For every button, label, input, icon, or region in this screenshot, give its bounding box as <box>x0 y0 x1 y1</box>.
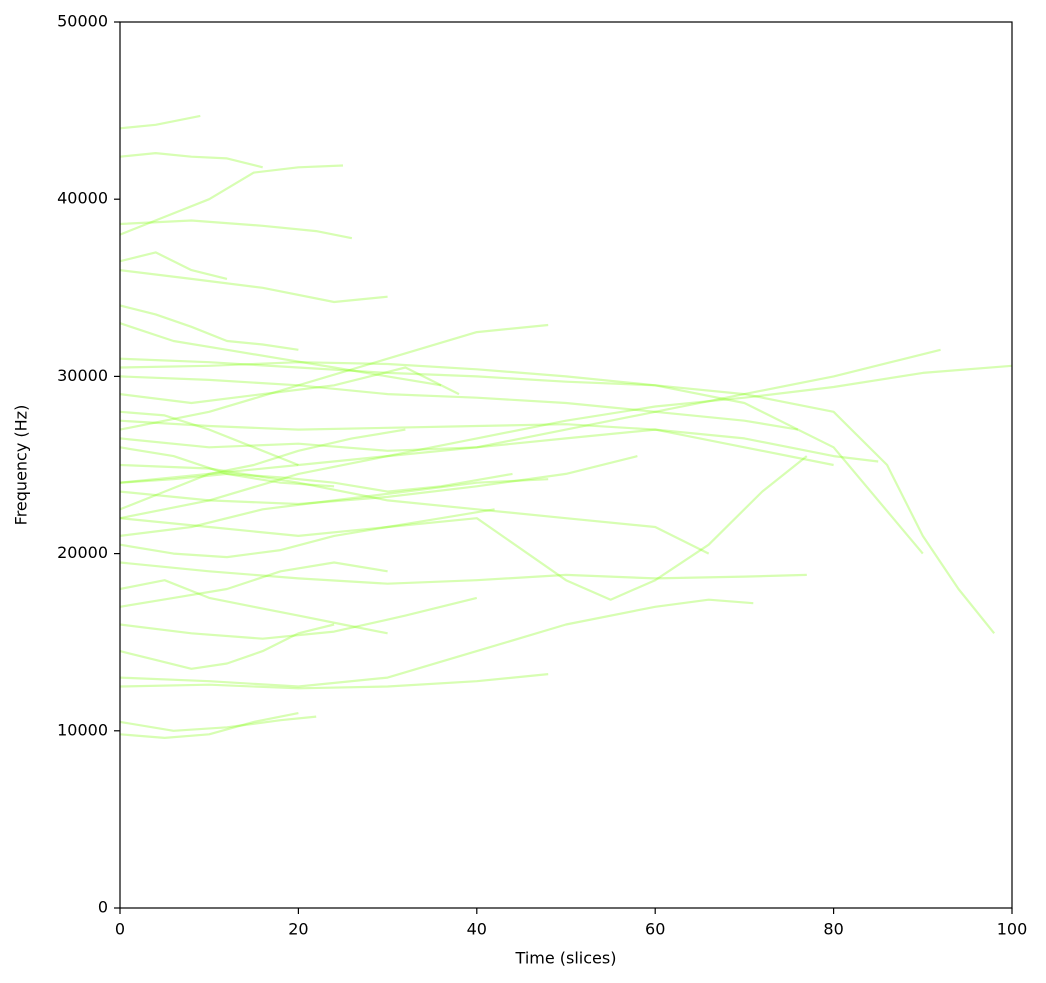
series-line <box>119 219 353 240</box>
series-line <box>119 152 263 169</box>
y-tick-label: 10000 <box>57 720 108 739</box>
series-line <box>119 114 201 130</box>
series-line <box>119 375 799 431</box>
series-line <box>119 596 478 640</box>
series-line <box>119 364 1013 520</box>
y-tick-label: 20000 <box>57 543 108 562</box>
series-line <box>119 561 807 585</box>
series-line <box>119 348 941 484</box>
series-line <box>119 361 924 555</box>
y-tick-label: 50000 <box>57 12 108 31</box>
series-line <box>119 455 638 506</box>
series-line <box>119 410 299 467</box>
series-line <box>119 598 754 688</box>
series-line <box>119 463 710 555</box>
series-line <box>119 366 460 405</box>
y-axis-label: Frequency (Hz) <box>12 405 31 526</box>
y-tick-label: 30000 <box>57 366 108 385</box>
series-line <box>119 251 228 280</box>
series-line <box>119 304 299 351</box>
series-line <box>119 478 549 537</box>
series-line <box>119 446 335 488</box>
series-line <box>119 455 808 601</box>
series-line <box>119 323 549 431</box>
series-line <box>119 428 879 463</box>
series-line <box>119 712 299 739</box>
x-tick-label: 60 <box>645 920 665 939</box>
series-line <box>119 508 495 559</box>
x-tick-label: 40 <box>467 920 487 939</box>
series-line <box>119 673 549 690</box>
series-line <box>119 579 388 635</box>
x-tick-label: 80 <box>823 920 843 939</box>
series-line <box>119 623 335 670</box>
series-line <box>119 269 388 304</box>
series-line <box>119 357 996 634</box>
x-tick-label: 100 <box>997 920 1028 939</box>
series-line <box>119 419 834 467</box>
series-line <box>119 561 388 608</box>
series-line <box>119 428 406 511</box>
series-line <box>119 322 442 387</box>
series-line <box>119 472 513 493</box>
series-line <box>119 715 317 732</box>
x-tick-label: 0 <box>115 920 125 939</box>
plot-frame <box>119 21 1013 909</box>
y-tick-label: 0 <box>98 898 108 917</box>
y-tick-label: 40000 <box>57 189 108 208</box>
x-axis-label: Time (slices) <box>515 949 617 968</box>
x-tick-label: 20 <box>288 920 308 939</box>
series-line <box>119 164 344 236</box>
